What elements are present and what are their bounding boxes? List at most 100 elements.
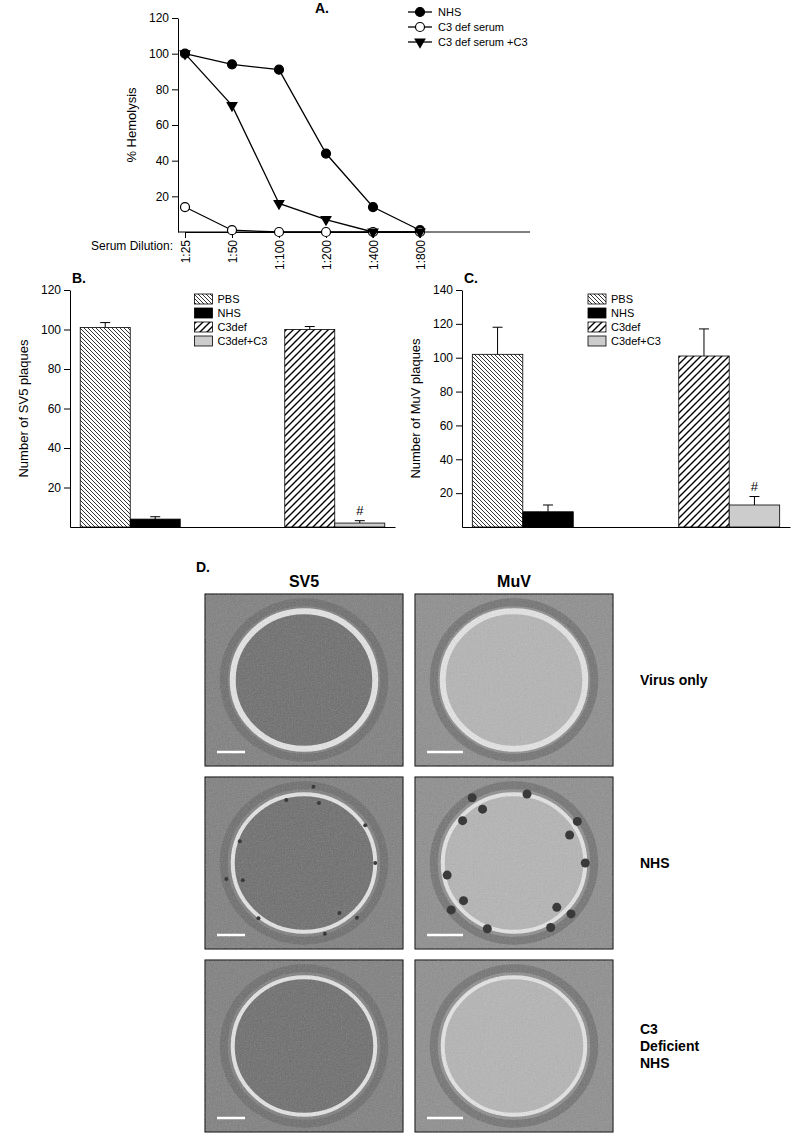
- x-axis-line: [71, 527, 396, 528]
- y-tick-mark: [64, 290, 70, 291]
- micrograph-background: [415, 960, 613, 1132]
- legend-swatch: [588, 336, 606, 346]
- error-cap: [493, 327, 503, 328]
- gold-particle: [468, 793, 477, 802]
- bar: [679, 356, 729, 527]
- y-tick-label: 80: [156, 83, 170, 97]
- micrograph-texture: [415, 777, 613, 949]
- annotation: #: [356, 503, 364, 518]
- y-tick-label: 20: [156, 190, 170, 204]
- gold-particle: [337, 911, 341, 915]
- gold-particle: [483, 924, 492, 933]
- y-axis: 20406080100120: [41, 283, 71, 527]
- error-cap: [305, 326, 315, 327]
- scale-bar: [217, 751, 245, 754]
- y-tick: 100: [433, 351, 462, 365]
- y-tick-mark: [64, 488, 70, 489]
- figure: A.20406080100120% Hemolysis1:251:501:100…: [0, 0, 800, 1142]
- annotation: #: [751, 479, 759, 494]
- micrograph-background: [205, 960, 403, 1132]
- y-tick-label: 100: [41, 323, 61, 337]
- data-point: [414, 229, 426, 238]
- y-tick-mark: [64, 330, 70, 331]
- x-tick: 1:800: [414, 232, 428, 270]
- y-tick-label: 60: [440, 419, 454, 433]
- panel-title: B.: [72, 270, 86, 286]
- legend-label: C3def: [218, 321, 248, 333]
- data-point: [320, 216, 332, 226]
- y-tick-mark: [456, 358, 462, 359]
- y-tick-mark: [64, 369, 70, 370]
- y-tick: 40: [440, 453, 462, 467]
- y-tick: 100: [149, 47, 178, 61]
- y-axis-title: % Hemolysis: [124, 87, 139, 163]
- y-tick: 120: [433, 317, 462, 331]
- gold-particle: [447, 905, 456, 914]
- x-tick-label: 1:800: [414, 240, 428, 270]
- panel-title: A.: [315, 0, 329, 16]
- gold-particle: [522, 789, 531, 798]
- bar: [472, 354, 522, 527]
- y-axis-line: [462, 291, 463, 528]
- y-tick: 80: [48, 362, 70, 376]
- data-point: [181, 203, 190, 212]
- legend: NHSC3 def serumC3 def serum +C3: [408, 6, 528, 49]
- row-label-line: C3: [640, 1021, 658, 1037]
- gold-particle: [458, 816, 467, 825]
- data-point: [367, 229, 379, 238]
- bar: [729, 505, 779, 527]
- y-axis: 20406080100120: [149, 11, 179, 232]
- y-tick: 60: [48, 402, 70, 416]
- legend-swatch: [195, 308, 213, 318]
- scale-bar: [427, 934, 463, 937]
- gold-particle: [241, 878, 245, 882]
- y-tick-mark: [172, 54, 178, 55]
- error-bar: [497, 327, 498, 354]
- x-tick: 1:400: [367, 232, 381, 270]
- row-label-line: NHS: [640, 1055, 670, 1071]
- error-cap: [150, 516, 160, 517]
- x-axis: 1:251:501:1001:2001:4001:800: [179, 232, 428, 270]
- micrograph-texture: [205, 777, 403, 949]
- legend-swatch: [588, 294, 606, 304]
- y-tick-mark: [172, 18, 178, 19]
- micrograph: [415, 777, 613, 949]
- gold-particle: [256, 916, 260, 920]
- annotations: #: [356, 503, 364, 518]
- y-tick-label: 140: [433, 283, 453, 297]
- y-tick-label: 40: [156, 154, 170, 168]
- legend-swatch: [195, 336, 213, 346]
- gold-particle: [323, 932, 327, 936]
- data-point: [273, 200, 285, 210]
- legend: PBSNHSC3defC3def+C3: [195, 293, 268, 347]
- x-axis-line: [463, 527, 791, 528]
- data-point: [226, 102, 238, 112]
- legend-marker: [414, 39, 426, 49]
- x-tick: 1:25: [179, 232, 193, 263]
- legend-label: C3def+C3: [611, 335, 661, 347]
- legend-swatch: [195, 322, 213, 332]
- legend-label: NHS: [218, 307, 241, 319]
- error-bar: [105, 323, 106, 328]
- y-tick-label: 20: [440, 486, 454, 500]
- x-tick-label: 1:100: [273, 240, 287, 270]
- row-label-line: Deficient: [640, 1038, 699, 1054]
- x-tick: 1:200: [320, 232, 334, 270]
- panel-bar-chart: B.20406080100120Number of SV5 plaques#PB…: [16, 270, 396, 528]
- gold-particle: [567, 909, 576, 918]
- gold-particle: [581, 859, 590, 868]
- micrograph-texture: [205, 594, 403, 766]
- y-tick: 60: [156, 118, 178, 132]
- legend-label: C3 def serum: [438, 21, 504, 33]
- gold-particle: [552, 903, 561, 912]
- scale-bar: [217, 934, 245, 937]
- y-tick-label: 80: [48, 362, 62, 376]
- gold-particle: [363, 823, 367, 827]
- gold-particle: [224, 877, 228, 881]
- column-header: SV5: [289, 573, 319, 590]
- x-tick-label: 1:25: [179, 240, 193, 264]
- micrograph-background: [415, 777, 613, 949]
- panel-title: D.: [196, 559, 210, 575]
- x-axis-title: Serum Dilution:: [91, 239, 173, 253]
- row-label: NHS: [640, 855, 670, 871]
